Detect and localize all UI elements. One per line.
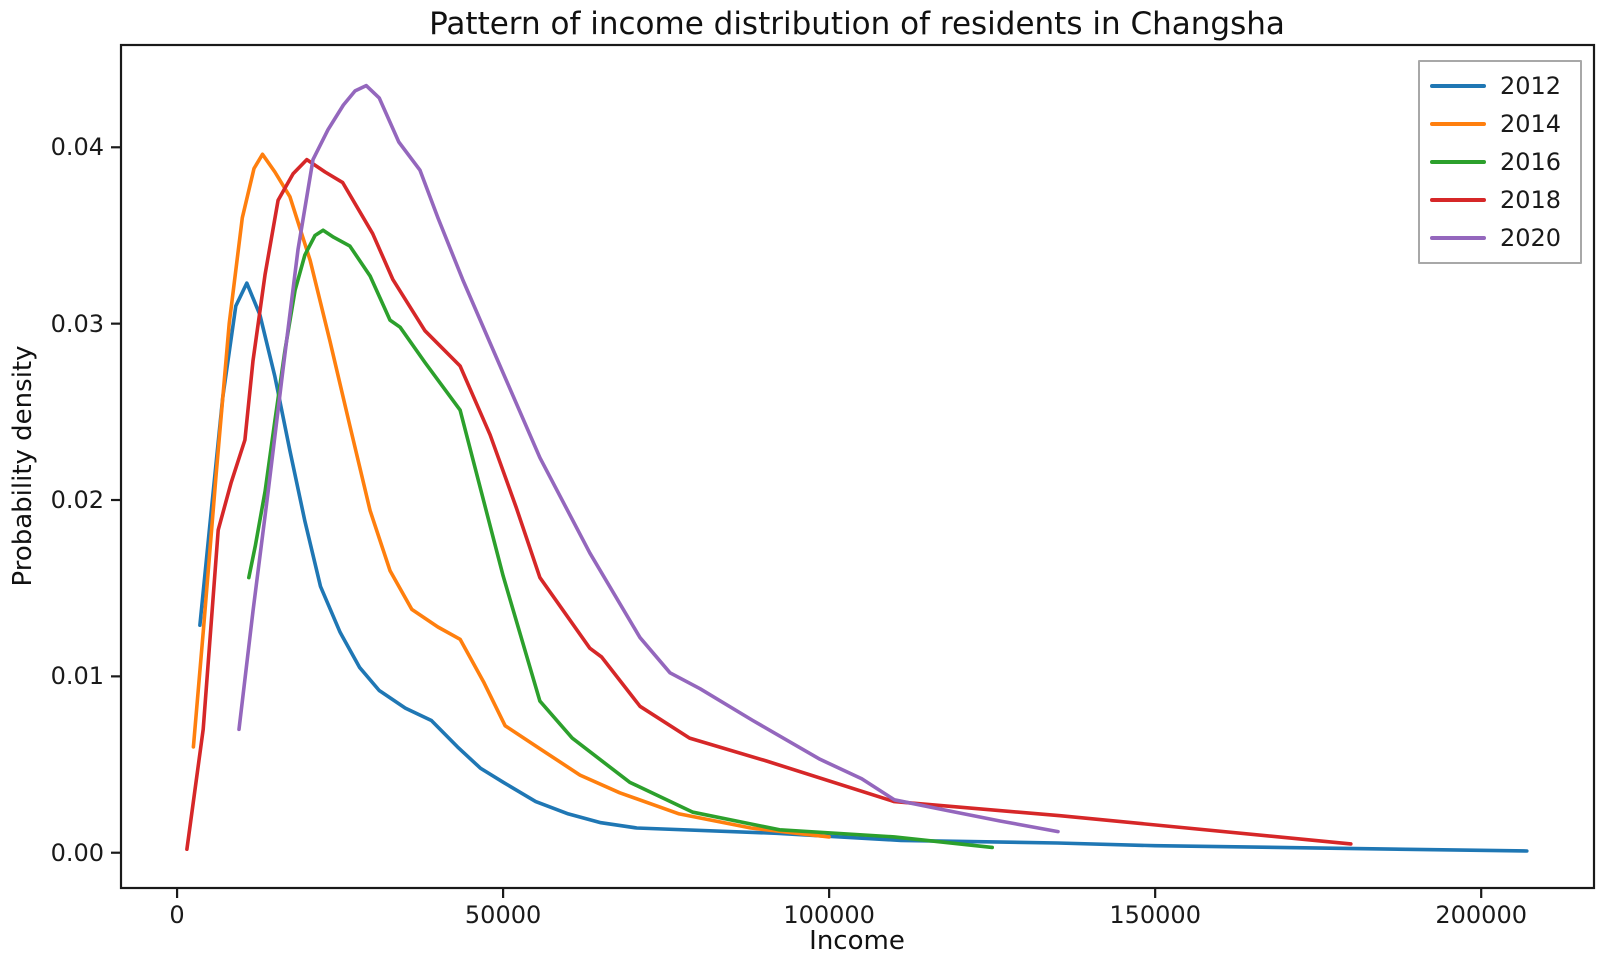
legend-line-swatch [1430,160,1486,164]
y-tick-label: 0.00 [50,838,104,867]
legend-line-swatch [1430,198,1486,202]
x-tick-label: 200000 [1435,901,1527,929]
legend-label: 2020 [1500,224,1562,252]
y-tick-label: 0.01 [50,662,104,691]
legend-item-2016: 2016 [1420,143,1580,181]
legend-label: 2012 [1500,72,1562,100]
series-line-2020 [237,83,1060,834]
legend-line-swatch [1430,122,1486,126]
series-line-2018 [185,157,1353,851]
x-axis-label: Income [809,926,905,956]
legend-item-2014: 2014 [1420,105,1580,143]
legend-label: 2018 [1500,186,1562,214]
legend-line-swatch [1430,84,1486,88]
y-tick-label: 0.02 [50,486,104,514]
x-tick-label: 150000 [1109,901,1201,929]
legend-item-2020: 2020 [1420,219,1580,257]
legend-label: 2014 [1500,110,1562,138]
legend-line-swatch [1430,236,1486,240]
legend-items: 2012 2014 2016 2018 2020 [1420,67,1580,257]
x-tick-label: 0 [169,901,185,929]
series-line-2014 [191,152,831,839]
legend-label: 2016 [1500,148,1562,176]
y-tick-label: 0.03 [50,309,104,338]
x-tick-label: 50000 [464,901,542,929]
y-tick-label: 0.04 [50,133,104,162]
series-line-2016 [247,228,994,850]
plot-frame [119,43,1596,890]
legend: 2012 2014 2016 2018 2020 [1418,60,1582,264]
legend-item-2018: 2018 [1420,181,1580,219]
series-line-2012 [198,281,1529,853]
x-tick-label: 100000 [783,901,875,929]
chart-title: Pattern of income distribution of reside… [429,6,1285,42]
legend-item-2012: 2012 [1420,67,1580,105]
